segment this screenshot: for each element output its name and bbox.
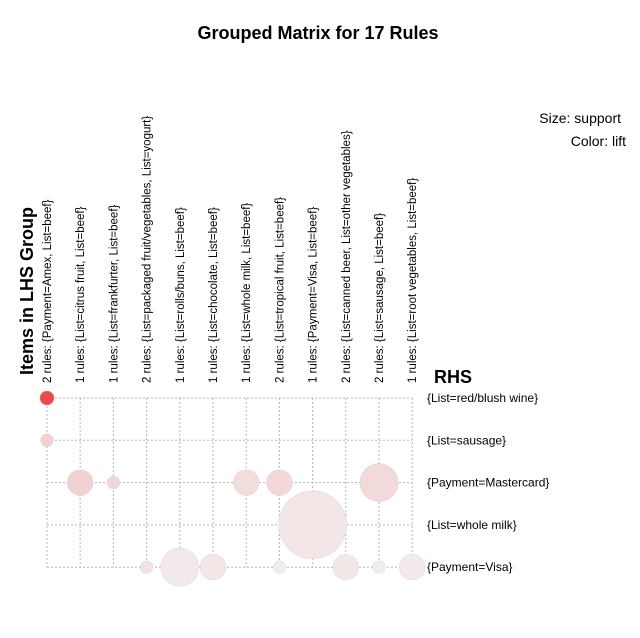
rule-point (106, 476, 120, 490)
rule-point (399, 554, 426, 581)
rule-point (40, 433, 54, 447)
lhs-group-label: 1 rules: {List=frankfurter, List=beef} (108, 204, 120, 383)
y-axis-title: RHS (434, 367, 472, 387)
lhs-group-label: 1 rules: {List=chocolate, List=beef} (208, 207, 220, 383)
lhs-group-label: 1 rules: {List=whole milk, List=beef} (241, 203, 253, 383)
x-axis-title: Items in LHS Group (17, 207, 37, 375)
rhs-item-label: {List=whole milk} (427, 518, 517, 532)
rhs-item-label: {Payment=Mastercard} (427, 476, 549, 490)
rule-point (199, 554, 227, 581)
lhs-group-label: 2 rules: {List=sausage, List=beef} (374, 213, 386, 383)
legend-color-label: Color: lift (571, 133, 626, 149)
rule-point (266, 469, 293, 496)
lhs-group-label: 1 rules: {List=citrus fruit, List=beef} (75, 206, 87, 383)
rule-point (372, 560, 386, 574)
points-layer (39, 390, 426, 587)
lhs-group-label: 1 rules: {List=rolls/buns, List=beef} (175, 207, 187, 383)
rule-point (272, 560, 286, 574)
rule-point (160, 547, 200, 587)
rhs-labels: {List=red/blush wine} {List=sausage} {Paym… (427, 391, 549, 574)
lhs-group-label: 1 rules: {List=root vegetables, List=bee… (407, 178, 419, 383)
lhs-group-label: 2 rules: {Payment=Amex, List=beef} (42, 199, 54, 383)
grid-layer (46, 397, 413, 568)
rule-point (359, 463, 399, 502)
chart-title: Grouped Matrix for 17 Rules (197, 23, 438, 43)
lhs-group-label: 2 rules: {List=canned beer, List=other v… (341, 130, 353, 383)
rhs-item-label: {Payment=Visa} (427, 560, 513, 574)
rhs-item-label: {List=sausage} (427, 433, 506, 447)
rule-point (140, 560, 154, 574)
legend-size-label: Size: support (539, 110, 621, 126)
rule-point (278, 490, 347, 560)
lhs-labels: 2 rules: {Payment=Amex, List=beef} 1 rule… (42, 116, 419, 383)
lhs-group-label: 2 rules: {List=tropical fruit, List=beef… (274, 197, 286, 383)
rule-point (332, 554, 359, 581)
rule-point (67, 469, 94, 496)
lhs-group-label: 2 rules: {List=packaged fruit/vegetables… (142, 116, 154, 383)
rhs-item-label: {List=red/blush wine} (427, 391, 538, 405)
rule-point (39, 390, 55, 406)
rule-point (233, 469, 260, 496)
lhs-group-label: 1 rules: {Payment=Visa, List=beef} (308, 207, 320, 383)
